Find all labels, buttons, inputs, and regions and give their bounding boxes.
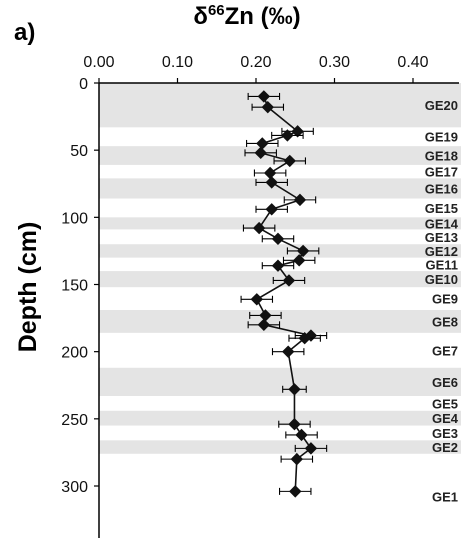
x-axis-title: δ66Zn (‰): [193, 2, 300, 30]
layer-label: GE14: [425, 216, 459, 231]
x-tick-label: 0.00: [83, 54, 114, 71]
data-point-diamond: [295, 428, 308, 442]
data-point-diamond: [281, 345, 295, 358]
data-point-diamond: [289, 485, 302, 498]
data-point-diamond: [259, 309, 272, 322]
x-tick-label: 0.40: [397, 54, 428, 71]
data-point-diamond: [290, 452, 304, 466]
data-point-diamond: [265, 176, 278, 189]
data-point-diamond: [257, 90, 271, 103]
layer-label: GE3: [432, 426, 458, 441]
layer-label: GE10: [425, 272, 458, 287]
data-series: [240, 90, 328, 498]
x-axis-title-main: δ: [193, 3, 208, 30]
y-tick-label: 250: [61, 412, 88, 429]
y-tick-label: 300: [61, 479, 88, 496]
data-point-diamond: [252, 221, 266, 235]
data-point-diamond: [254, 146, 267, 160]
layer-label: GE20: [425, 98, 458, 113]
x-tick-label: 0.10: [162, 54, 193, 71]
layer-band: [99, 83, 461, 128]
data-point-diamond: [282, 274, 296, 287]
layer-label: GE6: [432, 375, 458, 390]
layer-label: GE8: [432, 314, 458, 329]
panel-label: a): [14, 19, 35, 46]
layer-label: GE1: [432, 490, 458, 505]
axes: [98, 82, 459, 538]
layer-label: GE5: [432, 396, 458, 411]
data-point-diamond: [257, 318, 271, 331]
layer-label: GE12: [425, 244, 458, 259]
data-point-diamond: [291, 125, 304, 138]
y-tick-label: 50: [70, 143, 88, 160]
data-point-diamond: [271, 232, 285, 246]
data-point-diamond: [292, 254, 306, 267]
layer-band: [99, 271, 461, 288]
x-tick-label: 0.20: [240, 54, 271, 71]
layer-label: GE4: [432, 411, 459, 426]
data-point-diamond: [250, 293, 263, 306]
layer-label: GE15: [425, 201, 458, 216]
y-axis-title: Depth (cm): [14, 222, 42, 353]
y-tick-label: 0: [79, 76, 88, 93]
layer-label: GE11: [425, 257, 458, 272]
layer-band: [99, 410, 461, 426]
data-point-diamond: [261, 100, 274, 114]
data-point-diamond: [293, 193, 307, 207]
data-point-diamond: [271, 259, 285, 272]
x-axis-title-superscript: 66: [208, 2, 225, 19]
layer-band: [99, 440, 461, 454]
data-point-diamond: [263, 166, 277, 180]
layer-label: GE13: [425, 230, 458, 245]
layer-label: GE2: [432, 440, 458, 455]
layer-label: GE19: [425, 130, 458, 145]
layer-label: GE17: [425, 165, 458, 180]
data-point-diamond: [283, 154, 296, 168]
data-point-diamond: [281, 129, 294, 142]
layer-band: [99, 146, 461, 165]
data-point-diamond: [298, 332, 311, 345]
y-tick-label: 200: [61, 345, 88, 362]
data-point-diamond: [265, 203, 278, 216]
data-point-diamond: [256, 137, 269, 150]
layer-band: [99, 244, 461, 258]
layer-band: [99, 367, 461, 396]
layer-label: GE9: [432, 292, 458, 307]
layer-label: GE7: [432, 343, 458, 358]
x-axis-title-rest: Zn (‰): [225, 3, 301, 30]
y-tick-label: 100: [61, 210, 88, 227]
y-tick-label: 150: [61, 278, 88, 295]
layer-bands: [99, 83, 461, 454]
layer-label: GE18: [425, 149, 458, 164]
layer-band: [99, 217, 461, 230]
data-point-diamond: [288, 418, 301, 431]
data-point-diamond: [304, 442, 318, 455]
x-tick-label: 0.30: [319, 54, 350, 71]
data-point-diamond: [296, 244, 310, 258]
axis-ticks: 0.00 0.10 0.20 0.30 0.40 0 50 100 150 200 250 300: [61, 54, 428, 496]
layer-label: GE16: [425, 181, 458, 196]
data-point-diamond: [288, 383, 301, 396]
